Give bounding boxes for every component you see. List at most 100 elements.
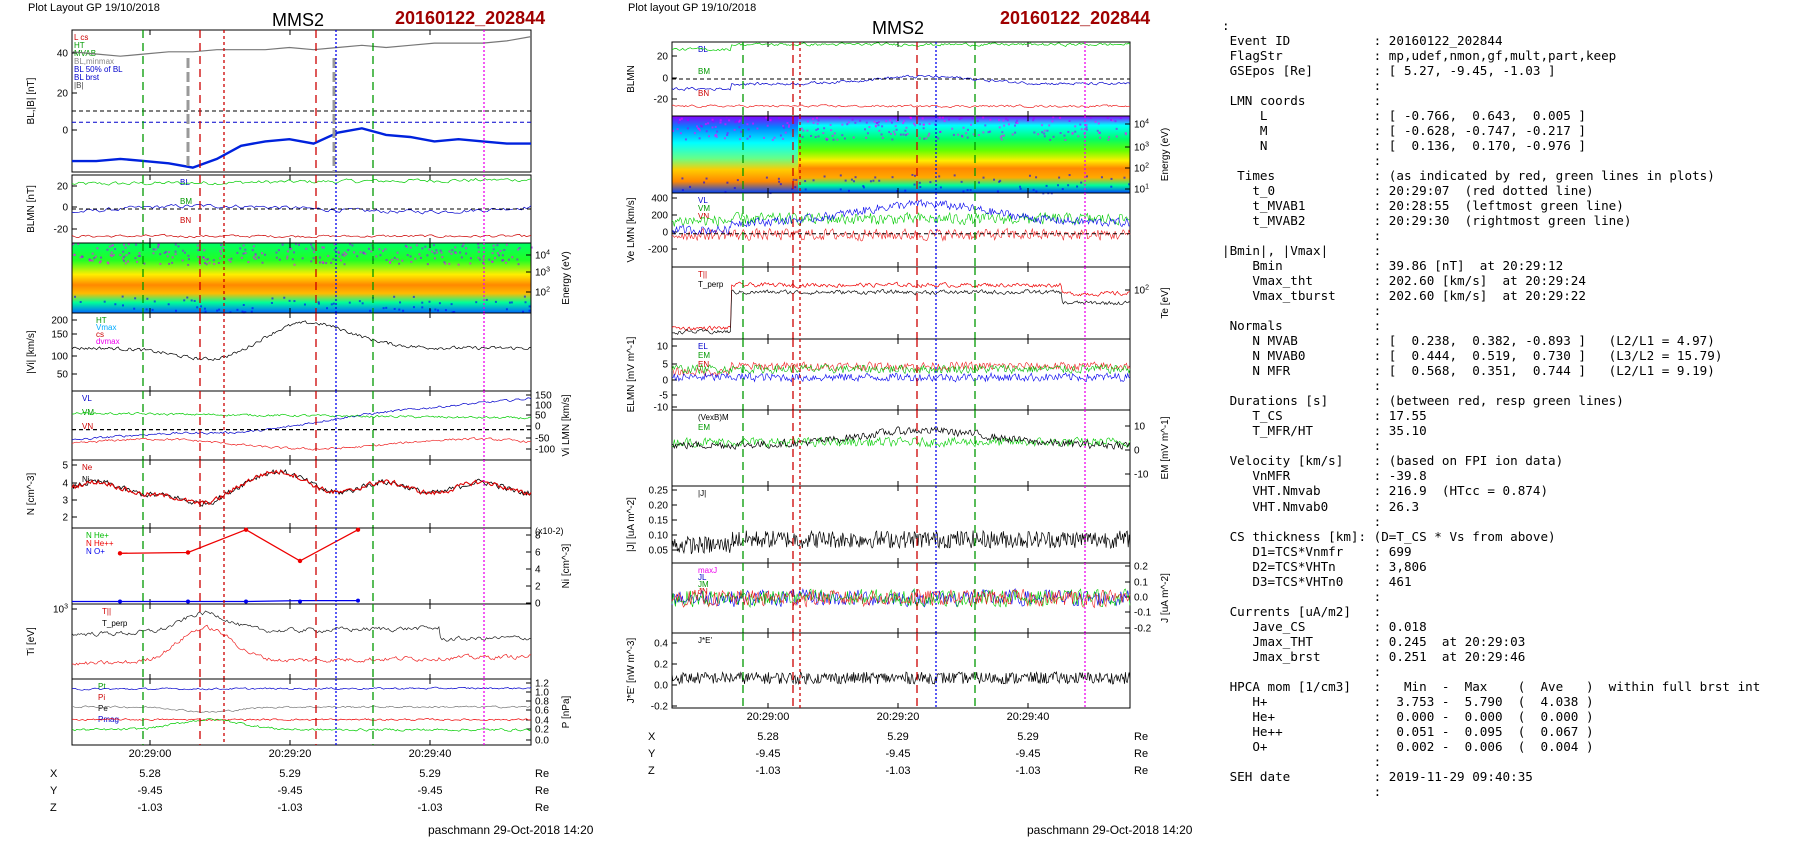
heat-speck <box>1110 185 1113 188</box>
pos-label: Z <box>648 765 655 777</box>
heat-speck <box>79 256 82 259</box>
heat-speck <box>167 303 170 306</box>
heat-speck <box>100 256 103 259</box>
heat-speck <box>469 257 472 260</box>
heat-speck <box>814 136 817 139</box>
heat-speck <box>396 258 399 261</box>
heat-speck <box>167 251 170 254</box>
heat-speck <box>230 257 233 260</box>
legend-entry: |B| <box>74 81 84 90</box>
heat-speck <box>952 133 955 136</box>
y-tick-label: 102 <box>1134 163 1149 175</box>
series-line <box>671 74 1131 91</box>
heat-speck <box>1005 117 1008 120</box>
panel-l3: 104 103 102 Energy (eV) <box>71 242 572 314</box>
heat-speck <box>739 138 742 141</box>
heat-speck <box>393 307 396 310</box>
heat-speck <box>382 307 385 310</box>
legend-entry: EM <box>698 351 710 360</box>
heat-speck <box>711 126 714 129</box>
heat-speck <box>1032 188 1035 191</box>
info-line: Times : (as indicated by red, green line… <box>1222 168 1715 184</box>
heat-speck <box>159 253 162 256</box>
heat-speck <box>1124 133 1127 136</box>
y-tick-label: 102 <box>1134 285 1149 297</box>
y-tick-label: -200 <box>648 245 668 256</box>
exponent: 2 <box>1145 163 1149 170</box>
heat-speck <box>375 255 378 258</box>
heat-speck <box>358 300 361 303</box>
pos-value: 5.28 <box>139 768 160 780</box>
heat-speck <box>496 244 499 247</box>
pos-value: -1.03 <box>137 802 162 814</box>
pos-label: Z <box>50 802 57 814</box>
heat-speck <box>286 257 289 260</box>
y-axis-label: |J| [uA m^-2] <box>626 497 637 552</box>
info-line: N : [ 0.136, 0.170, -0.976 ] <box>1222 138 1586 154</box>
info-line: M : [ -0.628, -0.747, -0.217 ] <box>1222 123 1586 139</box>
panel-m7: 0.25 0.20 0.15 0.10 0.05 |J| [uA m^-2] |J| <box>626 485 1131 564</box>
heat-speck <box>451 249 454 252</box>
heat-speck <box>208 261 211 264</box>
legend-entry: T_perp <box>698 280 724 289</box>
heat-speck <box>998 180 1001 183</box>
series-line <box>671 42 1131 52</box>
heat-speck <box>517 248 520 251</box>
left-header: Plot Layout GP 19/10/2018 <box>28 2 160 14</box>
heat-speck <box>1058 176 1061 179</box>
heat-speck <box>239 247 242 250</box>
heat-speck <box>332 302 335 305</box>
heat-speck <box>788 124 791 127</box>
heat-speck <box>929 181 932 184</box>
heat-speck <box>317 302 320 305</box>
heat-speck <box>475 301 478 304</box>
pos-value: -9.45 <box>1015 748 1040 760</box>
heat-speck <box>866 132 869 135</box>
info-line: T_MFR/HT : 35.10 <box>1222 423 1427 439</box>
heat-speck <box>221 247 224 250</box>
heat-speck <box>715 135 718 138</box>
heat-speck <box>740 130 743 133</box>
legend-entry: L cs <box>74 33 88 42</box>
info-line: He+ : 0.000 - 0.000 ( 0.000 ) <box>1222 708 1594 724</box>
heat-speck <box>145 308 148 311</box>
y-tick-label: -0.2 <box>651 702 669 713</box>
y-axis-label: J*E' [nW m^-3] <box>626 638 637 704</box>
legend-entry: T_perp <box>102 619 128 628</box>
heat-speck <box>1049 138 1052 141</box>
panel-frame <box>71 312 532 392</box>
heat-speck <box>1003 134 1006 137</box>
heat-speck <box>242 244 245 247</box>
heat-speck <box>516 258 519 261</box>
heat-speck <box>902 133 905 136</box>
y-tick-label: 100 <box>535 401 552 412</box>
heat-speck <box>492 244 495 247</box>
heat-speck <box>1016 121 1019 124</box>
heat-speck <box>923 137 926 140</box>
heat-speck <box>708 135 711 138</box>
heat-speck <box>971 117 974 120</box>
exponent: 3 <box>64 604 68 611</box>
heat-speck <box>330 303 333 306</box>
heat-speck <box>966 189 969 192</box>
info-line: N MVAB : [ 0.238, 0.382, -0.893 ] (L2/L1… <box>1222 333 1715 349</box>
y-tick-label: 400 <box>651 194 668 205</box>
pos-value: 5.28 <box>757 731 778 743</box>
info-line: : <box>1222 378 1382 394</box>
heat-speck <box>875 122 878 125</box>
heat-speck <box>361 302 364 305</box>
heat-speck <box>351 244 354 247</box>
heat-speck <box>460 256 463 259</box>
info-line: D1=TCS*Vnmfr : 699 <box>1222 543 1412 559</box>
heat-speck <box>206 258 209 261</box>
heat-speck <box>257 256 260 259</box>
heat-speck <box>305 247 308 250</box>
heat-speck <box>454 246 457 249</box>
info-line: Event ID : 20160122_202844 <box>1222 33 1503 49</box>
heat-speck <box>310 243 313 246</box>
legend-entry: JL <box>698 573 707 582</box>
heat-speck <box>890 121 893 124</box>
heat-speck <box>756 127 759 130</box>
